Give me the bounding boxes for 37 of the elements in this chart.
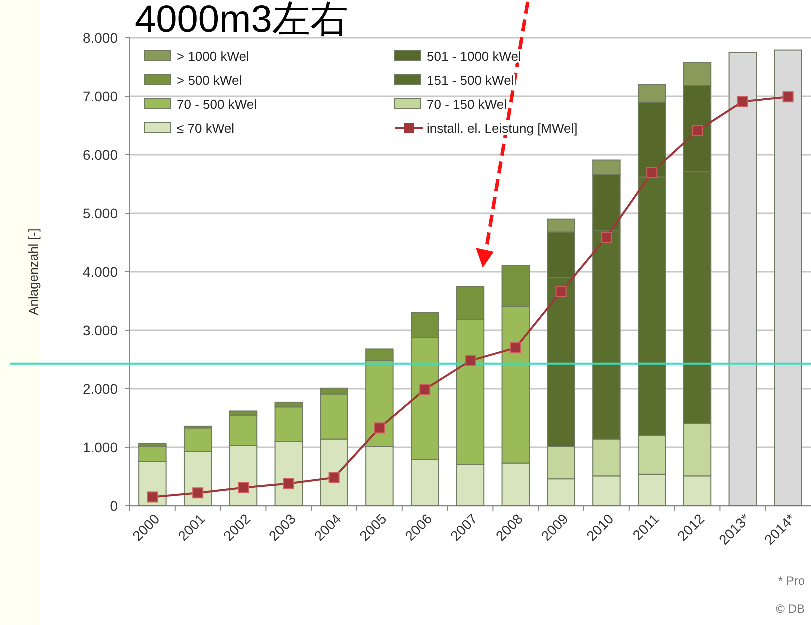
annotation: 4000m3左右 — [135, 0, 348, 41]
text: * Pro — [778, 574, 806, 588]
legend-label: 151 - 500 kWel — [427, 73, 514, 88]
point — [238, 482, 249, 494]
legend-label: 501 - 1000 kWel — [427, 49, 522, 64]
point — [374, 422, 386, 434]
legend-label: > 1000 kWel — [177, 49, 250, 64]
point — [465, 355, 476, 366]
y-tick-label: 8.000 — [82, 30, 118, 46]
y-tick-label: 5.000 — [82, 206, 118, 222]
point — [510, 342, 522, 354]
y-tick-label: 3.000 — [82, 322, 118, 338]
point — [646, 167, 658, 178]
point — [147, 492, 158, 503]
point — [601, 232, 612, 243]
point — [283, 478, 294, 490]
y-tick-label: 2.000 — [82, 381, 118, 397]
point — [692, 126, 703, 137]
bar — [774, 50, 802, 506]
y-tick-label: 1.000 — [82, 440, 118, 456]
bar — [728, 52, 758, 506]
y-tick-label: 6.000 — [82, 147, 118, 163]
legend-label: 70 - 500 kWel — [177, 97, 258, 112]
point — [737, 96, 748, 108]
y-axis-title: Anlagenzahl [-] — [26, 228, 41, 316]
text: © DB — [776, 602, 805, 616]
point — [556, 286, 567, 298]
point — [782, 92, 794, 103]
legend-label: 70 - 150 kWel — [427, 97, 508, 112]
legend-label: ≤ 70 kWel — [177, 121, 235, 136]
y-tick-label: 7.000 — [82, 88, 118, 104]
legend-label: > 500 kWel — [177, 73, 242, 88]
y-tick-label: 4.000 — [82, 264, 118, 280]
point — [420, 384, 431, 396]
point — [328, 472, 340, 484]
point — [192, 488, 204, 499]
y-tick-label: 0 — [110, 498, 118, 514]
